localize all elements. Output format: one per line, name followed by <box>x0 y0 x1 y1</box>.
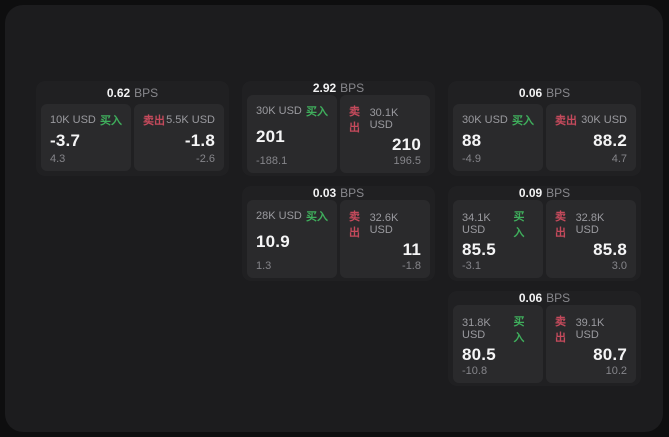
sell-price: 210 <box>392 135 421 154</box>
sell-label: 卖出 <box>143 115 165 127</box>
buy-label: 买入 <box>513 316 525 344</box>
sell-quote-tile[interactable]: 卖出 32.6K USD 11 -1.8 <box>340 200 430 278</box>
sell-price: 85.8 <box>593 240 627 259</box>
sell-amount: 30.1K USD <box>369 107 399 131</box>
sell-sub-value: 4.7 <box>611 153 627 165</box>
bps-unit: BPS <box>134 85 159 100</box>
sell-price: 88.2 <box>593 130 627 150</box>
quotes-panel: 0.62 BPS 10K USD 买入 -3.7 4.3 卖出 5.5K USD <box>5 5 663 432</box>
buy-price: -3.7 <box>50 130 81 150</box>
sell-quote-tile[interactable]: 卖出 32.8K USD 85.8 3.0 <box>546 200 636 278</box>
bps-header: 0.09 BPS <box>453 186 636 200</box>
sell-quote-tile[interactable]: 卖出 30.1K USD 210 196.5 <box>340 95 430 173</box>
sell-sub-value: 196.5 <box>393 155 421 167</box>
sell-label: 卖出 <box>555 211 566 239</box>
sell-sub-value: 3.0 <box>611 260 627 272</box>
sell-price: 80.7 <box>593 345 627 364</box>
bps-header: 0.06 BPS <box>453 81 636 104</box>
bps-unit: BPS <box>546 186 571 200</box>
sell-amount: 30K USD <box>581 114 627 126</box>
sell-sub-value: 10.2 <box>605 365 627 377</box>
bps-value: 0.03 <box>312 186 337 200</box>
buy-amount: 34.1K USD <box>462 212 491 236</box>
quote-card: 0.09 BPS 34.1K USD 买入 85.5 -3.1 卖出 32.8K… <box>448 186 641 281</box>
sell-amount: 5.5K USD <box>166 114 215 126</box>
sell-amount: 32.8K USD <box>575 212 605 236</box>
buy-price: 88 <box>462 130 482 150</box>
buy-label: 买入 <box>512 115 534 127</box>
quote-card: 0.06 BPS 31.8K USD 买入 80.5 -10.8 卖出 39.1… <box>448 291 641 386</box>
buy-label: 买入 <box>306 211 328 223</box>
bps-unit: BPS <box>546 85 571 100</box>
buy-price: 10.9 <box>256 232 290 251</box>
bps-header: 0.62 BPS <box>41 81 224 104</box>
buy-sub-value: -188.1 <box>256 155 288 167</box>
buy-label: 买入 <box>100 115 122 127</box>
quote-card: 2.92 BPS 30K USD 买入 201 -188.1 卖出 30.1K … <box>242 81 435 176</box>
bps-value: 2.92 <box>312 81 337 95</box>
quote-card: 0.62 BPS 10K USD 买入 -3.7 4.3 卖出 5.5K USD <box>36 81 229 176</box>
bps-header: 0.06 BPS <box>453 291 636 305</box>
bps-header: 0.03 BPS <box>247 186 430 200</box>
buy-amount: 31.8K USD <box>462 317 491 341</box>
buy-quote-tile[interactable]: 28K USD 买入 10.9 1.3 <box>247 200 337 278</box>
sell-quote-tile[interactable]: 卖出 5.5K USD -1.8 -2.6 <box>134 104 224 171</box>
buy-quote-tile[interactable]: 34.1K USD 买入 85.5 -3.1 <box>453 200 543 278</box>
sell-price: 11 <box>402 240 421 259</box>
buy-sub-value: 1.3 <box>256 260 272 272</box>
sell-quote-tile[interactable]: 卖出 39.1K USD 80.7 10.2 <box>546 305 636 383</box>
bps-value: 0.06 <box>518 291 543 305</box>
buy-amount: 30K USD <box>462 114 508 126</box>
buy-amount: 10K USD <box>50 114 96 126</box>
buy-sub-value: -10.8 <box>462 365 488 377</box>
bps-header: 2.92 BPS <box>247 81 430 95</box>
sell-amount: 32.6K USD <box>369 212 399 236</box>
bps-unit: BPS <box>340 186 365 200</box>
bps-value: 0.62 <box>106 85 131 100</box>
buy-price: 201 <box>256 127 285 146</box>
buy-amount: 28K USD <box>256 210 302 222</box>
buy-quote-tile[interactable]: 31.8K USD 买入 80.5 -10.8 <box>453 305 543 383</box>
bps-value: 0.06 <box>518 85 543 100</box>
sell-label: 卖出 <box>349 211 360 239</box>
buy-sub-value: -3.1 <box>462 260 481 272</box>
sell-quote-tile[interactable]: 卖出 30K USD 88.2 4.7 <box>546 104 636 171</box>
bps-value: 0.09 <box>518 186 543 200</box>
sell-label: 卖出 <box>555 115 577 127</box>
buy-amount: 30K USD <box>256 105 302 117</box>
sell-sub-value: -2.6 <box>196 153 215 165</box>
quote-card: 0.03 BPS 28K USD 买入 10.9 1.3 卖出 32.6K US… <box>242 186 435 281</box>
buy-quote-tile[interactable]: 30K USD 买入 201 -188.1 <box>247 95 337 173</box>
bps-unit: BPS <box>340 81 365 95</box>
buy-sub-value: -4.9 <box>462 153 481 165</box>
sell-amount: 39.1K USD <box>575 317 605 341</box>
sell-sub-value: -1.8 <box>402 260 421 272</box>
sell-label: 卖出 <box>555 316 566 344</box>
bps-unit: BPS <box>546 291 571 305</box>
buy-price: 85.5 <box>462 240 496 259</box>
quote-card: 0.06 BPS 30K USD 买入 88 -4.9 卖出 30K USD <box>448 81 641 176</box>
sell-price: -1.8 <box>184 130 215 150</box>
buy-price: 80.5 <box>462 345 496 364</box>
sell-label: 卖出 <box>349 106 360 134</box>
buy-label: 买入 <box>513 211 525 239</box>
buy-quote-tile[interactable]: 30K USD 买入 88 -4.9 <box>453 104 543 171</box>
quotes-grid: 0.62 BPS 10K USD 买入 -3.7 4.3 卖出 5.5K USD <box>36 81 641 386</box>
buy-quote-tile[interactable]: 10K USD 买入 -3.7 4.3 <box>41 104 131 171</box>
buy-label: 买入 <box>306 106 328 118</box>
buy-sub-value: 4.3 <box>50 153 66 165</box>
